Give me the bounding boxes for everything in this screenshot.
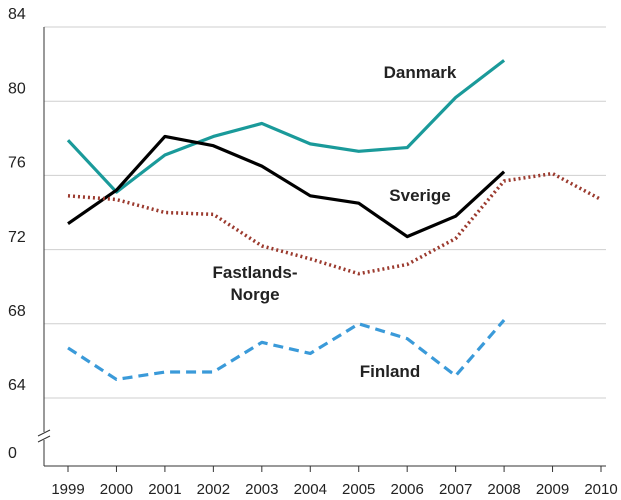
axis-break-gap [38, 432, 50, 440]
x-tick-label: 2007 [439, 481, 472, 498]
axis-break [37, 429, 51, 437]
x-tick-label: 2006 [390, 481, 423, 498]
y-tick-label: 80 [8, 80, 26, 97]
series-label: Sverige [389, 186, 451, 205]
series-label: Fastlands-Norge [212, 263, 298, 304]
y-tick-label: 84 [8, 6, 26, 23]
series-label: Finland [359, 362, 421, 381]
x-tick-label: 2002 [197, 481, 230, 498]
x-tick-label: 2008 [487, 481, 520, 498]
y-tick-label: 64 [8, 377, 26, 394]
y-tick-label: 76 [8, 155, 26, 172]
y-tick-label: 0 [8, 445, 17, 462]
x-tick-label: 2010 [584, 481, 617, 498]
series-line [67, 171, 602, 276]
series-line [66, 59, 506, 194]
axis-break [37, 435, 51, 443]
x-tick-label: 2009 [536, 481, 569, 498]
x-tick-label: 2003 [245, 481, 278, 498]
x-tick-label: 2005 [342, 481, 375, 498]
y-tick-label: 68 [8, 303, 26, 320]
x-tick-label: 2001 [148, 481, 181, 498]
x-tick-label: 1999 [51, 481, 84, 498]
series-line [67, 319, 506, 382]
series-label: Danmark [383, 63, 457, 82]
x-tick-label: 2004 [294, 481, 327, 498]
x-tick-label: 2000 [100, 481, 133, 498]
series-line [67, 134, 506, 239]
y-tick-label: 72 [8, 229, 26, 246]
